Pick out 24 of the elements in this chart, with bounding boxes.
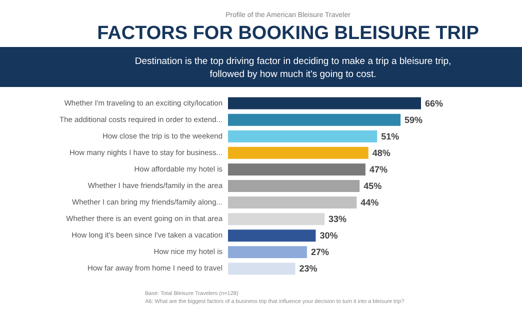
bar — [228, 213, 324, 226]
bar — [228, 163, 366, 176]
data-label: 27% — [310, 247, 329, 258]
bar — [228, 114, 401, 126]
data-label: 23% — [299, 264, 318, 274]
bar — [228, 97, 421, 110]
data-label: 30% — [320, 230, 338, 241]
data-label: 59% — [404, 114, 423, 125]
bar — [228, 196, 357, 209]
bar — [228, 230, 316, 242]
data-label: 45% — [364, 181, 382, 191]
chart-subtitle: Destination is the top driving factor in deciding to make a trip a bleisure trip, followed by how much it's going to cost. — [134, 56, 452, 80]
data-label: 66% — [425, 98, 444, 108]
bar — [228, 180, 360, 192]
data-label: 51% — [381, 131, 400, 142]
bar — [228, 146, 368, 159]
chart-title: FACTORS FOR BOOKING BLEISURE TRIP — [97, 23, 480, 44]
data-label: 47% — [369, 164, 388, 174]
bar — [228, 246, 307, 258]
bar — [228, 262, 296, 275]
data-label: 44% — [360, 198, 379, 208]
data-label: 33% — [328, 214, 347, 224]
data-label: 48% — [372, 148, 390, 158]
bar — [228, 130, 378, 142]
